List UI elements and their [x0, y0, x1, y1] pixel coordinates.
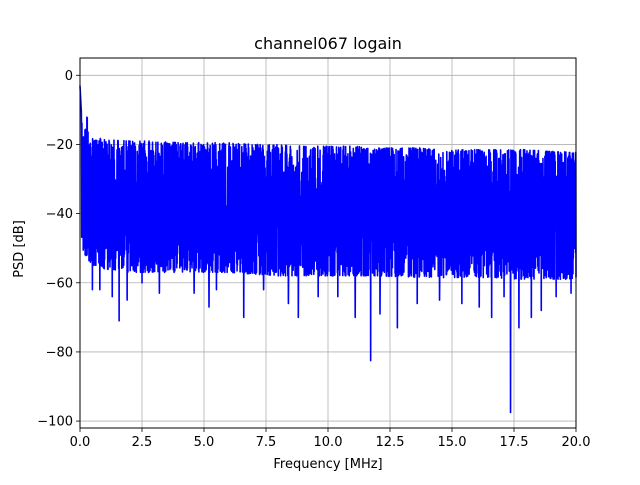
x-tick-label: 10.0 — [314, 435, 343, 450]
x-tick-label: 12.5 — [376, 435, 405, 450]
y-tick-label: −60 — [46, 276, 73, 291]
x-tick-label: 17.5 — [500, 435, 529, 450]
x-tick-label: 0.0 — [70, 435, 91, 450]
y-tick-label: −20 — [46, 138, 73, 153]
psd-line — [79, 85, 577, 414]
y-tick-label: −80 — [46, 345, 73, 360]
chart-title: channel067 logain — [254, 34, 402, 53]
y-axis-ticks: 0 −20 −40 −60 −80 −100 — [37, 69, 80, 430]
y-axis-label: PSD [dB] — [12, 220, 27, 278]
y-tick-label: −100 — [37, 415, 73, 430]
x-axis-label: Frequency [MHz] — [273, 457, 382, 472]
x-tick-label: 7.5 — [256, 435, 277, 450]
x-axis-ticks: 0.0 2.5 5.0 7.5 10.0 12.5 15.0 17.5 20.0 — [70, 428, 591, 450]
x-tick-label: 5.0 — [194, 435, 215, 450]
y-tick-label: 0 — [65, 69, 73, 84]
x-tick-label: 2.5 — [132, 435, 153, 450]
psd-series — [79, 85, 577, 414]
x-tick-label: 15.0 — [438, 435, 467, 450]
y-tick-label: −40 — [46, 207, 73, 222]
x-tick-label: 20.0 — [562, 435, 591, 450]
